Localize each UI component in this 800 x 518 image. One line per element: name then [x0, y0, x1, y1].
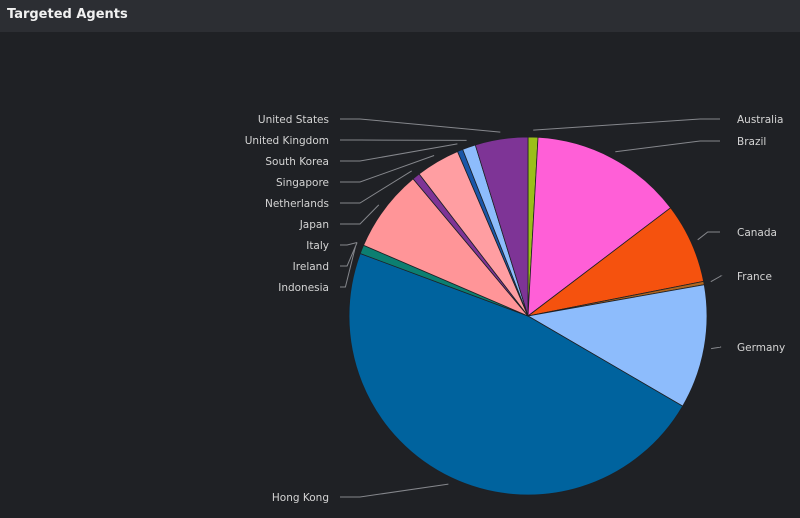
slice-germany[interactable] — [526, 284, 708, 407]
leader-italy — [340, 242, 358, 246]
label-italy: Italy — [306, 240, 329, 252]
leader-australia — [533, 118, 720, 131]
slice-hong-kong[interactable] — [348, 253, 684, 496]
leader-united-states — [340, 118, 501, 133]
leader-indonesia — [340, 246, 356, 288]
label-singapore: Singapore — [276, 177, 329, 189]
pie-leader-lines — [340, 118, 723, 498]
leader-brazil — [615, 140, 720, 153]
label-indonesia: Indonesia — [278, 282, 329, 294]
slice-united-states[interactable] — [474, 136, 529, 317]
leader-netherlands — [340, 170, 412, 204]
leader-hong-kong — [340, 483, 449, 498]
panel-header: Targeted Agents — [0, 0, 800, 32]
panel-title: Targeted Agents — [7, 7, 128, 22]
pie-slices — [348, 136, 708, 496]
leader-singapore — [340, 155, 435, 183]
label-hong-kong: Hong Kong — [272, 492, 329, 504]
label-united-kingdom: United Kingdom — [245, 135, 329, 147]
label-australia: Australia — [737, 114, 783, 126]
leader-ireland — [340, 242, 358, 267]
leader-south-korea — [340, 143, 458, 162]
label-brazil: Brazil — [737, 136, 766, 148]
leader-france — [710, 275, 723, 283]
label-south-korea: South Korea — [265, 156, 329, 168]
label-germany: Germany — [737, 342, 785, 354]
label-ireland: Ireland — [293, 261, 329, 273]
label-netherlands: Netherlands — [265, 198, 329, 210]
leader-canada — [697, 231, 720, 241]
pie-labels: Australia Brazil Canada France Germany Hong K… — [245, 114, 786, 504]
pie-chart: Australia Brazil Canada France Germany Hong K… — [245, 114, 786, 504]
label-france: France — [737, 271, 772, 283]
label-canada: Canada — [737, 227, 777, 239]
leader-japan — [340, 204, 380, 225]
leader-germany — [711, 346, 722, 350]
label-united-states: United States — [258, 114, 329, 126]
slice-brazil[interactable] — [527, 136, 672, 317]
label-japan: Japan — [299, 219, 329, 231]
